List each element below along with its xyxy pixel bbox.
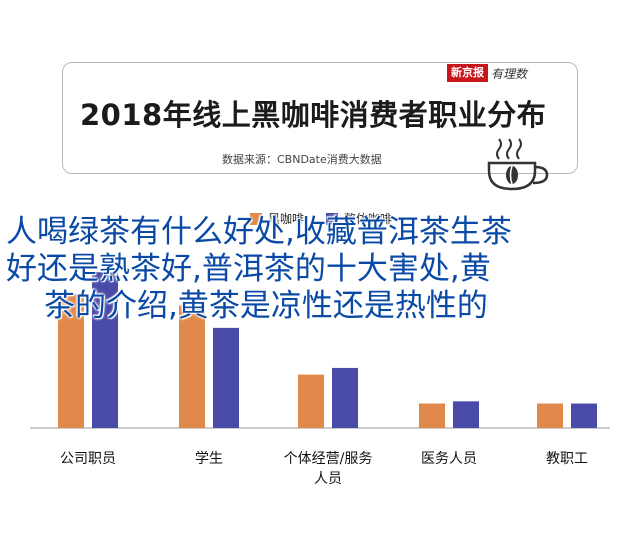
- bar-1-3: [453, 401, 479, 428]
- bar-1-1: [213, 327, 239, 428]
- bar-1-0: [92, 272, 118, 428]
- legend-swatch-1: [326, 212, 339, 225]
- brand-logo: 新京报 有理数: [447, 64, 527, 82]
- bar-0-3: [419, 403, 445, 428]
- title-card: [62, 62, 578, 174]
- x-tick-label-2-line1: 人员: [314, 471, 342, 487]
- x-tick-label-3: 医务人员: [421, 451, 477, 467]
- bar-0-2: [298, 374, 324, 428]
- legend-swatch-0: [250, 212, 262, 225]
- chart-legend: 黑咖啡 整体咖啡: [250, 210, 392, 227]
- legend-item-1: 整体咖啡: [326, 210, 392, 227]
- coffee-cup-icon: [487, 138, 549, 191]
- chart-source: 数据来源：CBNDate消费大数据: [222, 153, 382, 166]
- brand-sub: 有理数: [491, 66, 528, 81]
- bar-1-2: [332, 367, 358, 428]
- brand-name: 新京报: [447, 64, 488, 82]
- overlay-line-1: 人喝绿茶有什么好处,收藏普洱茶生茶: [6, 214, 512, 250]
- bar-0-0: [58, 294, 84, 428]
- legend-item-0: 黑咖啡: [250, 210, 304, 227]
- x-tick-label-2: 个体经营/服务: [284, 451, 373, 467]
- x-tick-label-1: 学生: [195, 451, 223, 467]
- x-tick-label-4: 教职工: [546, 451, 588, 467]
- overlay-text: 人喝绿茶有什么好处,收藏普洱茶生茶 好还是熟茶好,普洱茶的十大害处,黄 茶的介绍…: [6, 214, 634, 325]
- legend-label-1: 整体咖啡: [344, 212, 393, 226]
- legend-label-0: 黑咖啡: [268, 212, 305, 226]
- bar-0-1: [179, 305, 205, 428]
- bar-0-4: [537, 403, 563, 428]
- bar-1-4: [571, 403, 597, 428]
- chart-title: 2018年线上黑咖啡消费者职业分布: [80, 98, 547, 132]
- x-tick-label-0: 公司职员: [60, 451, 116, 467]
- overlay-line-2: 好还是熟茶好,普洱茶的十大害处,黄: [6, 251, 491, 287]
- overlay-line-3: 茶的介绍,黄茶是凉性还是热性的: [44, 288, 488, 324]
